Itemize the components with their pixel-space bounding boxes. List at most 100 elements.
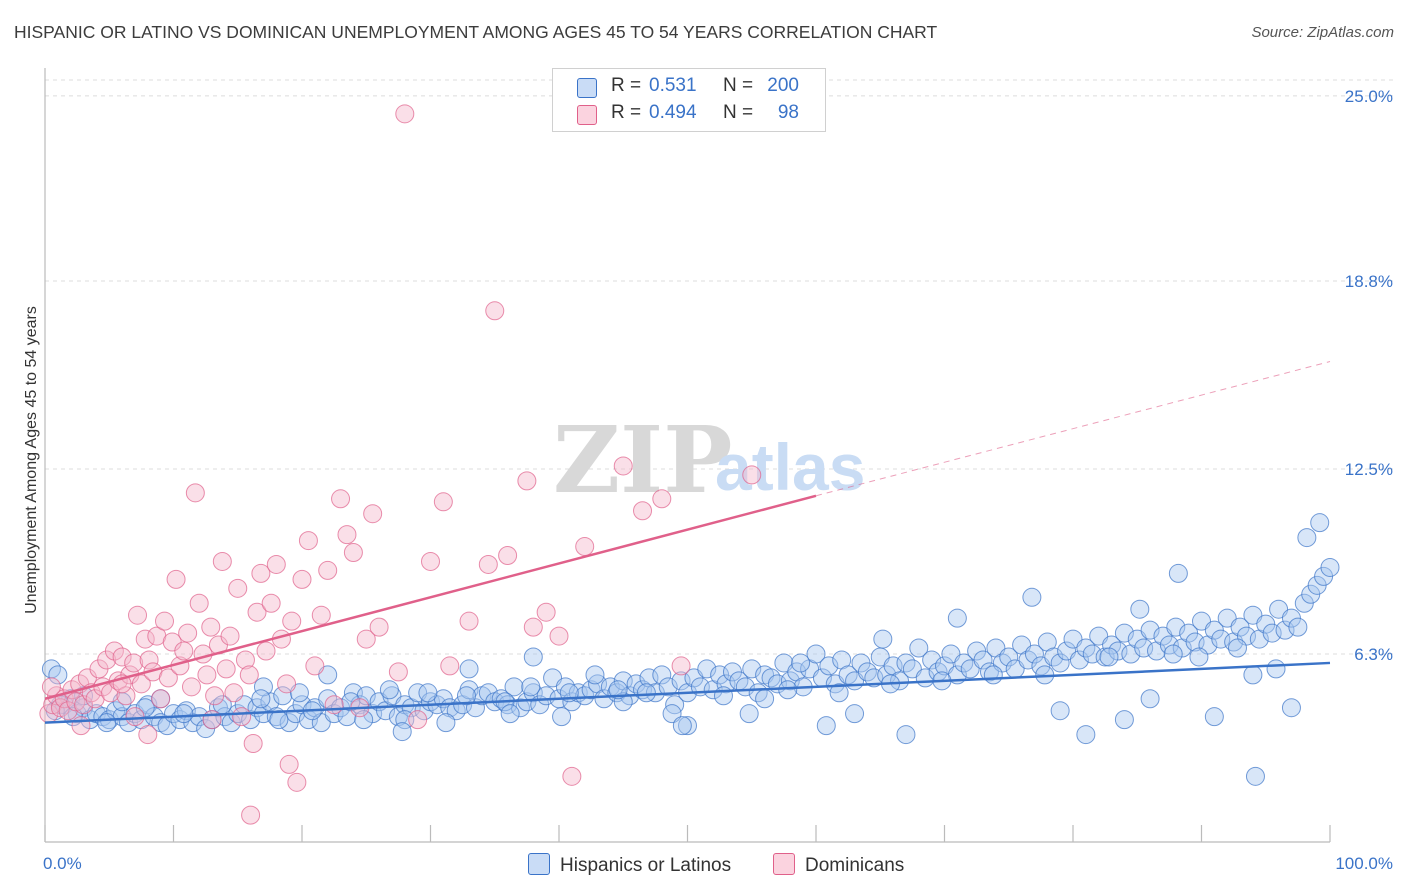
point-hispanic (1204, 707, 1224, 727)
point-dominican (116, 686, 136, 706)
y-tick-label: 12.5% (1345, 460, 1393, 479)
point-dominican (395, 104, 415, 124)
point-hispanic (873, 629, 893, 649)
point-dominican (742, 465, 762, 485)
point-dominican (337, 525, 357, 545)
point-dominican (212, 551, 232, 571)
trend-dominican (44, 494, 817, 700)
point-dominican (363, 504, 383, 524)
point-hispanic (1024, 644, 1044, 664)
point-dominican (166, 569, 186, 589)
point-dominican (261, 593, 281, 613)
point-dominican (189, 593, 209, 613)
point-hispanic (1297, 528, 1317, 548)
point-dominican (562, 766, 582, 786)
point-hispanic (1069, 650, 1089, 670)
point-hispanic (742, 659, 762, 679)
point-hispanic (1130, 599, 1150, 619)
point-dominican (478, 554, 498, 574)
point-dominican (181, 677, 201, 697)
point-hispanic (504, 677, 524, 697)
point-hispanic (1099, 647, 1119, 667)
point-dominican (241, 805, 261, 825)
point-hispanic (1163, 644, 1183, 664)
point-hispanic (999, 647, 1019, 667)
point-dominican (124, 653, 144, 673)
point-dominican (201, 617, 221, 637)
point-dominican (369, 617, 389, 637)
point-hispanic (896, 725, 916, 745)
point-dominican (41, 677, 61, 697)
point-dominican (311, 605, 331, 625)
point-hispanic (392, 722, 412, 742)
point-hispanic (613, 692, 633, 712)
point-hispanic (678, 716, 697, 736)
point-dominican (324, 695, 344, 715)
point-hispanic (253, 677, 273, 697)
point-dominican (433, 492, 453, 512)
point-hispanic (864, 668, 884, 688)
point-hispanic (1245, 766, 1265, 786)
point-dominican (243, 734, 263, 754)
trend-dominican-extension (815, 361, 1331, 497)
point-hispanic (174, 704, 194, 724)
point-dominican (633, 501, 653, 521)
dominican-points (39, 104, 762, 825)
point-hispanic (1082, 644, 1102, 664)
point-dominican (292, 569, 312, 589)
series-legend-hispanic: Hispanics or Latinos (528, 853, 731, 877)
point-dominican (216, 659, 236, 679)
point-dominican (138, 725, 158, 745)
point-dominican (174, 641, 194, 661)
point-hispanic (716, 674, 736, 694)
point-dominican (343, 543, 363, 563)
correlation-legend: R = 0.531 N = 200 R = 0.494 N = 98 (552, 68, 826, 132)
legend-n-label: N = (723, 75, 754, 96)
point-dominican (74, 695, 94, 715)
point-dominican (408, 710, 428, 730)
point-hispanic (354, 710, 374, 730)
point-dominican (498, 546, 518, 565)
grid (45, 79, 1393, 655)
point-hispanic (523, 647, 543, 667)
y-tick-label: 25.0% (1345, 87, 1393, 106)
point-dominican (224, 683, 244, 703)
y-tick-label: 6.3% (1354, 645, 1393, 664)
point-hispanic (739, 704, 759, 724)
legend-r-label: R = (611, 75, 642, 96)
point-hispanic (829, 683, 849, 703)
point-hispanic (845, 704, 865, 724)
point-hispanic (1140, 689, 1160, 709)
point-hispanic (418, 683, 438, 703)
point-hispanic (1189, 647, 1209, 667)
watermark-zip: ZIP (553, 406, 732, 514)
legend-r-value: 0.531 (649, 75, 697, 96)
point-hispanic (1243, 665, 1263, 685)
point-hispanic (269, 710, 289, 730)
point-dominican (66, 692, 86, 712)
point-hispanic (652, 665, 672, 685)
legend-swatch-pink (577, 105, 597, 125)
point-hispanic (1114, 710, 1134, 730)
point-hispanic (909, 638, 929, 658)
point-hispanic (456, 686, 476, 706)
point-hispanic (1266, 659, 1286, 679)
point-hispanic (1227, 638, 1247, 658)
legend-swatch-blue (577, 78, 597, 98)
point-hispanic (697, 659, 717, 679)
point-dominican (277, 674, 297, 694)
watermark-atlas: atlas (715, 430, 865, 504)
point-dominican (671, 656, 691, 676)
point-hispanic (1050, 653, 1070, 673)
point-dominican (151, 689, 171, 709)
point-hispanic (1114, 623, 1134, 643)
point-dominican (331, 489, 351, 509)
point-hispanic (436, 713, 456, 733)
point-dominican (235, 650, 255, 670)
trend-hispanic (44, 661, 1331, 724)
point-hispanic (552, 707, 572, 727)
point-dominican (104, 641, 124, 661)
point-dominican (318, 560, 338, 580)
point-hispanic (379, 680, 399, 700)
point-hispanic (819, 656, 839, 676)
